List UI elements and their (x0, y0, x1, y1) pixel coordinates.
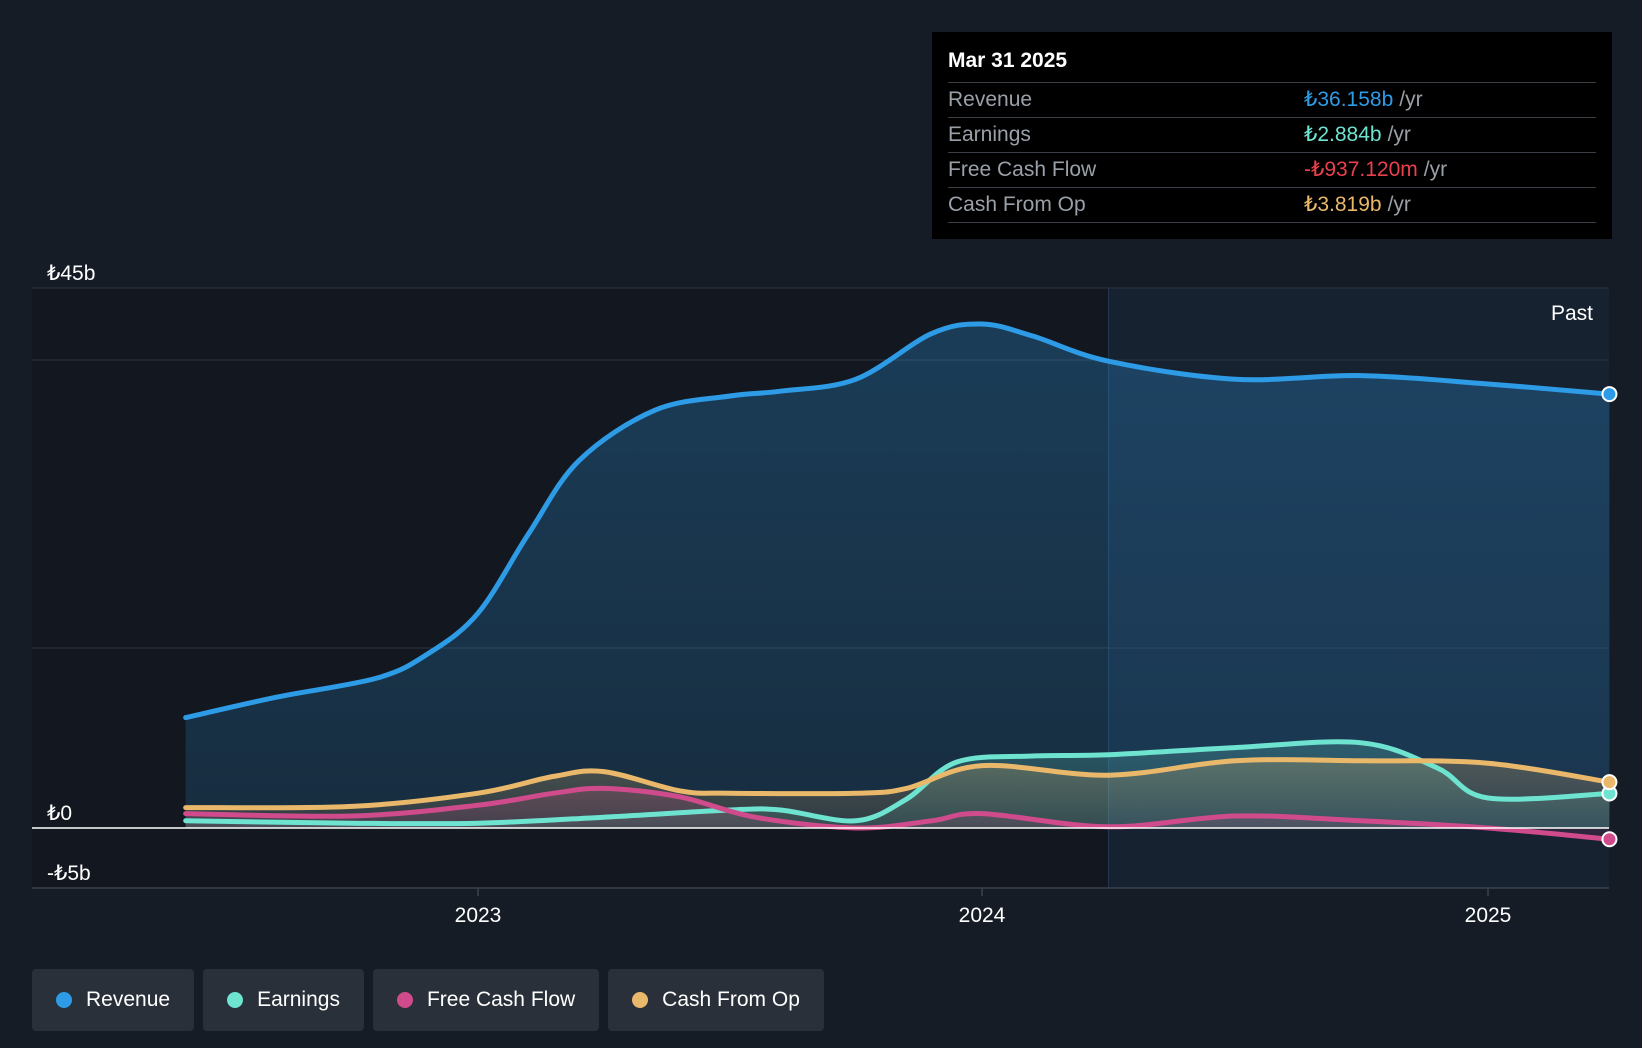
area-revenue (185, 323, 1610, 828)
legend-label: Revenue (86, 988, 171, 1011)
legend: Revenue Earnings Free Cash Flow Cash Fro… (32, 969, 824, 1031)
legend-label: Earnings (257, 988, 340, 1011)
legend-dot-icon (396, 992, 413, 1008)
legend-dot-icon (56, 992, 72, 1008)
tooltip-row-cash-from-op: Cash From Op ₺3.819b/yr (948, 188, 1596, 223)
x-tick-label: 2025 (1465, 904, 1512, 927)
past-label: Past (1551, 302, 1593, 325)
label-layer: ₺45b ₺0 -₺5b 2023 2024 2025 Past (47, 262, 1593, 927)
tooltip-row-earnings: Earnings ₺2.884b/yr (948, 118, 1596, 153)
end-point-revenue[interactable] (1601, 386, 1618, 403)
area-cash-from-op (185, 759, 1610, 828)
tooltip-label: Earnings (948, 123, 1031, 146)
tooltip-row-free-cash-flow: Free Cash Flow -₺937.120m/yr (948, 153, 1596, 188)
tooltip-row-revenue: Revenue ₺36.158b/yr (948, 83, 1596, 118)
tooltip-label: Cash From Op (948, 193, 1086, 216)
legend-dot-icon (227, 992, 244, 1008)
legend-label: Cash From Op (662, 988, 800, 1011)
legend-item-free-cash-flow[interactable]: Free Cash Flow (372, 969, 600, 1031)
area-layer (185, 323, 1610, 840)
legend-dot-icon (632, 992, 649, 1008)
legend-item-revenue[interactable]: Revenue (32, 969, 195, 1031)
tooltip-unit: /yr (1387, 123, 1411, 146)
y-tick-label: -₺5b (47, 862, 91, 885)
tooltip-unit: /yr (1387, 193, 1411, 216)
x-tick-label: 2023 (455, 904, 502, 927)
tooltip-unit: /yr (1423, 158, 1448, 181)
line-revenue (183, 321, 1612, 721)
line-layer (32, 321, 1612, 842)
end-point-cash-from-op[interactable] (1601, 774, 1618, 791)
legend-item-cash-from-op[interactable]: Cash From Op (608, 969, 824, 1031)
x-tick-label: 2024 (959, 904, 1006, 927)
line-cash-from-op (183, 757, 1612, 811)
tooltip-value: ₺36.158b (1304, 88, 1394, 111)
y-tick-label: ₺45b (47, 262, 95, 285)
end-point-free-cash-flow[interactable] (1601, 831, 1618, 848)
tooltip-value: ₺2.884b (1304, 123, 1382, 146)
tooltip-unit: /yr (1399, 88, 1423, 111)
legend-label: Free Cash Flow (426, 988, 576, 1011)
tooltip-date: Mar 31 2025 (948, 46, 1596, 83)
tooltip-value: -₺937.120m (1304, 158, 1418, 181)
tooltip-label: Revenue (948, 88, 1033, 111)
tooltip-label: Free Cash Flow (948, 158, 1097, 181)
dot-layer (1601, 386, 1618, 848)
legend-item-earnings[interactable]: Earnings (203, 969, 364, 1031)
tooltip-value: ₺3.819b (1304, 193, 1382, 216)
y-tick-label: ₺0 (47, 802, 72, 825)
tooltip-panel: Mar 31 2025 Revenue ₺36.158b/yr Earnings… (932, 32, 1612, 239)
